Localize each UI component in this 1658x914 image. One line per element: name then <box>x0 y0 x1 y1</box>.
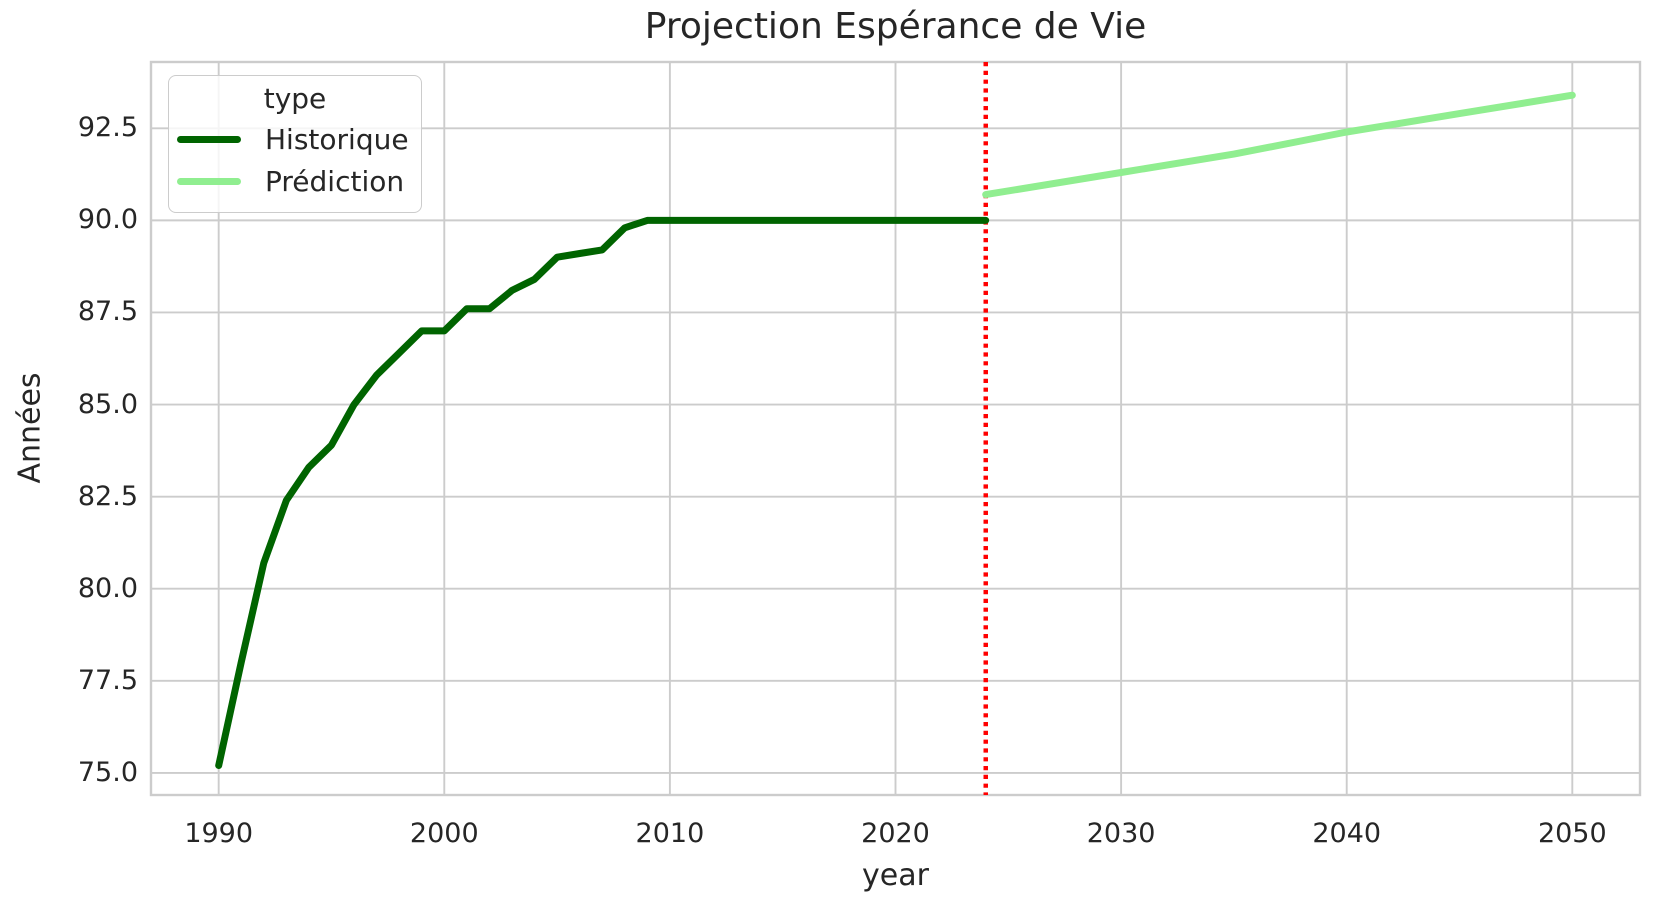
y-tick-label: 87.5 <box>77 296 138 328</box>
y-tick-label: 77.5 <box>77 664 138 696</box>
x-tick-label: 2010 <box>635 818 705 849</box>
legend-item-label: Prédiction <box>265 164 405 198</box>
legend-item: Prédiction <box>177 160 413 202</box>
x-tick-label: 1990 <box>184 818 254 849</box>
y-tick-label: 82.5 <box>77 480 138 512</box>
legend-swatch-historique <box>177 135 241 143</box>
y-axis-label: Années <box>12 372 48 484</box>
x-tick-label: 2040 <box>1312 818 1382 849</box>
x-tick-label: 2050 <box>1537 818 1607 849</box>
legend-items: Historique Prédiction <box>177 118 413 202</box>
legend: type Historique Prédiction <box>168 75 422 213</box>
y-tick-label: 90.0 <box>77 204 138 236</box>
x-tick-label: 2020 <box>861 818 930 849</box>
y-tick-label: 80.0 <box>77 572 138 604</box>
legend-title: type <box>263 82 327 115</box>
y-tick-label: 85.0 <box>77 388 138 420</box>
legend-swatch-prédiction <box>177 177 241 185</box>
y-tick-label: 92.5 <box>77 112 138 144</box>
x-tick-label: 2000 <box>409 818 479 849</box>
legend-item: Historique <box>177 118 413 160</box>
series-line-prédiction <box>982 91 1576 199</box>
x-tick-label: 2030 <box>1086 818 1156 849</box>
legend-item-label: Historique <box>265 122 409 156</box>
chart-title: Projection Espérance de Vie <box>644 6 1147 47</box>
axes-border <box>149 60 1642 797</box>
y-tick-label: 75.0 <box>77 756 138 788</box>
series-line-historique <box>215 216 990 769</box>
x-axis-label: year <box>862 858 929 893</box>
